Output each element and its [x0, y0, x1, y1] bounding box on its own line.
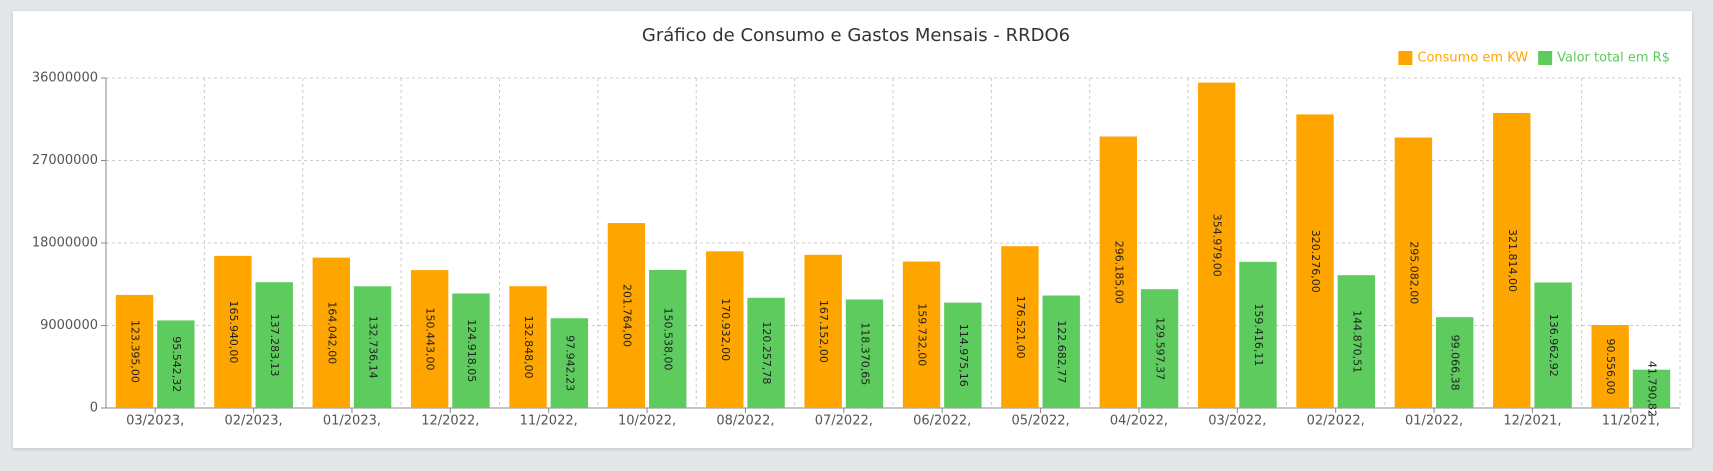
- value-label: 99.066,38: [1449, 335, 1462, 391]
- bar: [214, 255, 252, 408]
- bar: [1099, 136, 1137, 409]
- value-label: 124.918,05: [465, 319, 478, 382]
- value-label: 354.979,00: [1211, 214, 1224, 277]
- bar: [1534, 282, 1572, 408]
- bar: [804, 254, 842, 408]
- legend-label: Valor total em R$: [1557, 51, 1670, 66]
- value-label: 97.942,23: [563, 335, 576, 391]
- bar: [1296, 114, 1334, 408]
- bar: [1001, 246, 1039, 408]
- value-label: 118.370,65: [858, 322, 871, 385]
- bar: [1140, 289, 1179, 408]
- legend-swatch: [1538, 51, 1553, 65]
- value-label: 123.395,00: [129, 320, 142, 383]
- value-label: 114.975,16: [957, 324, 970, 387]
- bar: [747, 297, 785, 408]
- chart-title: Gráfico de Consumo e Gastos Mensais - RR…: [642, 25, 1070, 46]
- value-label: 295.082,00: [1407, 241, 1420, 304]
- x-tick-label: 03/2023,: [126, 414, 184, 429]
- bar: [1042, 295, 1080, 408]
- value-label: 132.848,00: [522, 316, 535, 379]
- bar: [157, 320, 195, 408]
- y-tick-label: 0: [90, 401, 98, 416]
- y-tick-label: 9000000: [40, 318, 98, 333]
- x-tick-label: 04/2022,: [1110, 414, 1168, 429]
- bar: [353, 286, 392, 408]
- bar: [255, 282, 293, 408]
- value-label: 164.042,00: [325, 301, 338, 364]
- bar: [410, 270, 449, 408]
- x-tick-label: 02/2023,: [224, 414, 282, 429]
- value-label: 159.732,00: [916, 303, 929, 366]
- value-label: 95.542,32: [170, 336, 183, 392]
- value-label: 120.257,78: [760, 321, 773, 384]
- value-label: 136.962,92: [1547, 314, 1560, 377]
- x-tick-label: 05/2022,: [1011, 414, 1069, 429]
- value-label: 320.276,00: [1309, 230, 1322, 293]
- legend-swatch: [1398, 51, 1413, 65]
- bar: [312, 257, 350, 408]
- bar: [902, 261, 941, 408]
- bar: [1394, 137, 1433, 408]
- x-tick-label: 08/2022,: [716, 414, 774, 429]
- value-label: 165.940,00: [227, 300, 240, 363]
- x-tick-label: 12/2022,: [421, 414, 479, 429]
- value-label: 167.152,00: [817, 300, 830, 363]
- x-tick-label: 07/2022,: [815, 414, 873, 429]
- bar: [1591, 324, 1629, 408]
- value-label: 132.736,14: [367, 316, 380, 379]
- value-label: 201.764,00: [620, 284, 633, 347]
- bar: [607, 223, 646, 408]
- x-tick-label: 11/2021,: [1602, 414, 1660, 429]
- value-label: 129.597,37: [1154, 317, 1167, 380]
- value-label: 150.443,00: [424, 308, 437, 371]
- value-label: 122.682,77: [1055, 320, 1068, 383]
- x-tick-label: 06/2022,: [913, 414, 971, 429]
- bar: [550, 318, 589, 408]
- y-tick-label: 27000000: [32, 153, 98, 168]
- value-label: 159.416,11: [1252, 303, 1265, 366]
- value-label: 137.283,13: [268, 314, 281, 377]
- x-tick-label: 02/2022,: [1307, 414, 1365, 429]
- bar: [706, 251, 744, 408]
- bar: [1632, 369, 1671, 408]
- x-tick-label: 11/2022,: [520, 414, 578, 429]
- value-label: 170.932,00: [719, 298, 732, 361]
- bar: [452, 293, 490, 408]
- bar: [509, 286, 547, 408]
- x-tick-label: 01/2023,: [323, 414, 381, 429]
- y-tick-label: 18000000: [32, 236, 98, 251]
- value-label: 150.538,00: [662, 308, 675, 371]
- x-tick-label: 03/2022,: [1208, 414, 1266, 429]
- value-label: 90.556,00: [1604, 339, 1617, 395]
- bar: [1197, 82, 1236, 408]
- bar: [845, 299, 884, 408]
- value-label: 176.521,00: [1014, 296, 1027, 359]
- x-tick-label: 10/2022,: [618, 414, 676, 429]
- bar: [1436, 317, 1474, 408]
- value-label: 41.790,82: [1645, 361, 1658, 417]
- bar: [115, 294, 154, 408]
- bar: [1239, 261, 1277, 408]
- value-label: 321.814,00: [1506, 229, 1519, 292]
- y-tick-label: 36000000: [32, 71, 98, 86]
- x-tick-label: 12/2021,: [1503, 414, 1561, 429]
- legend-label: Consumo em KW: [1417, 51, 1528, 66]
- x-tick-label: 01/2022,: [1405, 414, 1463, 429]
- value-label: 296.185,00: [1112, 241, 1125, 304]
- bar: [1337, 275, 1376, 408]
- value-label: 144.870,51: [1350, 310, 1363, 373]
- bar: [1493, 113, 1531, 408]
- bar: [649, 270, 687, 408]
- bar: [944, 302, 982, 408]
